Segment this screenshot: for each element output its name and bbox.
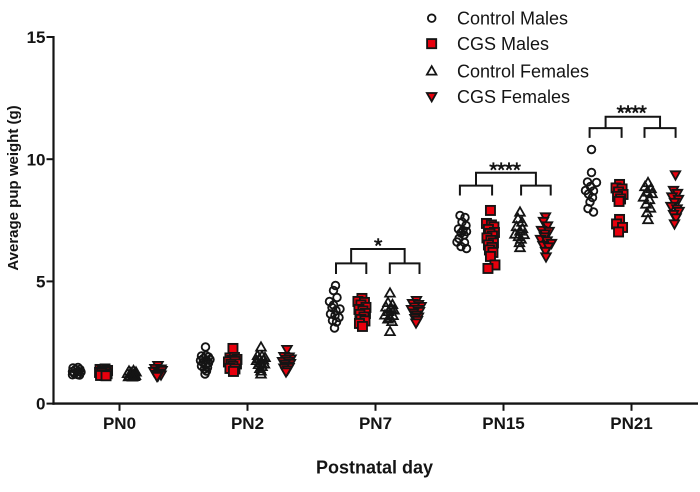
svg-text:15: 15 [27,28,46,47]
svg-text:PN0: PN0 [103,414,136,433]
svg-text:Postnatal day: Postnatal day [316,458,433,478]
svg-text:CGS Males: CGS Males [457,34,549,54]
svg-text:PN21: PN21 [610,414,653,433]
svg-text:5: 5 [36,273,45,292]
svg-text:Control Females: Control Females [457,61,589,81]
svg-text:Average pup weight (g): Average pup weight (g) [5,105,22,270]
svg-text:CGS Females: CGS Females [457,87,570,107]
svg-text:PN2: PN2 [231,414,264,433]
svg-text:PN15: PN15 [482,414,525,433]
svg-text:Control Males: Control Males [457,9,568,29]
svg-text:PN7: PN7 [359,414,392,433]
svg-text:0: 0 [36,395,45,414]
svg-text:10: 10 [27,150,46,169]
